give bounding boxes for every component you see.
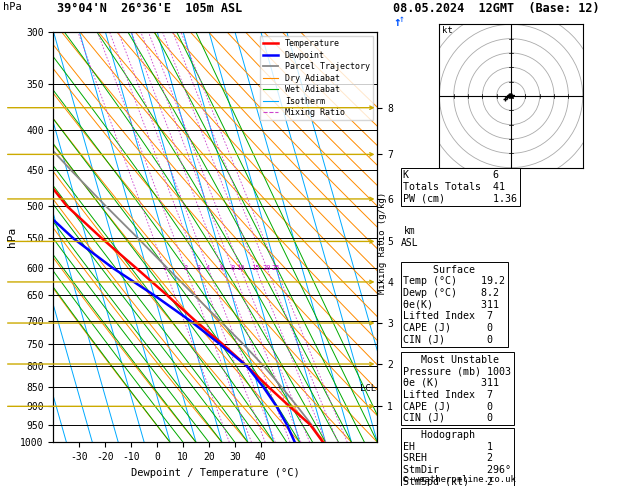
Text: © weatheronline.co.uk: © weatheronline.co.uk [403, 474, 515, 484]
Text: 10: 10 [236, 265, 245, 271]
Text: 2: 2 [184, 265, 187, 271]
Text: 25: 25 [272, 265, 280, 271]
Y-axis label: km
ASL: km ASL [401, 226, 418, 248]
Text: 3: 3 [196, 265, 201, 271]
Text: 15: 15 [252, 265, 260, 271]
Y-axis label: hPa: hPa [8, 227, 18, 247]
X-axis label: Dewpoint / Temperature (°C): Dewpoint / Temperature (°C) [131, 468, 300, 478]
Text: 39°04'N  26°36'E  105m ASL: 39°04'N 26°36'E 105m ASL [57, 2, 242, 16]
Text: 6: 6 [220, 265, 224, 271]
Text: Mixing Ratio (g/kg): Mixing Ratio (g/kg) [378, 192, 387, 294]
Text: Hodograph
EH            1
SREH          2
StmDir        296°
StmSpd (kt)   2: Hodograph EH 1 SREH 2 StmDir 296° StmSpd… [403, 430, 511, 486]
Text: LCL: LCL [360, 384, 376, 393]
Text: kt: kt [442, 26, 453, 35]
Text: K              6
Totals Totals  41
PW (cm)        1.36: K 6 Totals Totals 41 PW (cm) 1.36 [403, 170, 517, 203]
Text: 08.05.2024  12GMT  (Base: 12): 08.05.2024 12GMT (Base: 12) [393, 2, 599, 16]
Text: 4: 4 [206, 265, 210, 271]
Text: hPa: hPa [3, 2, 22, 13]
Text: Surface
Temp (°C)    19.2
Dewp (°C)    8.2
θe(K)        311
Lifted Index  7
CAPE: Surface Temp (°C) 19.2 Dewp (°C) 8.2 θe(… [403, 265, 505, 345]
Text: 20: 20 [263, 265, 271, 271]
Text: 8: 8 [230, 265, 235, 271]
Text: Most Unstable
Pressure (mb) 1003
θe (K)       311
Lifted Index  7
CAPE (J)      : Most Unstable Pressure (mb) 1003 θe (K) … [403, 355, 511, 423]
Text: ↑: ↑ [393, 16, 401, 29]
Legend: Temperature, Dewpoint, Parcel Trajectory, Dry Adiabat, Wet Adiabat, Isotherm, Mi: Temperature, Dewpoint, Parcel Trajectory… [260, 36, 373, 121]
Text: 1: 1 [162, 265, 167, 271]
Text: ↑: ↑ [399, 14, 404, 24]
